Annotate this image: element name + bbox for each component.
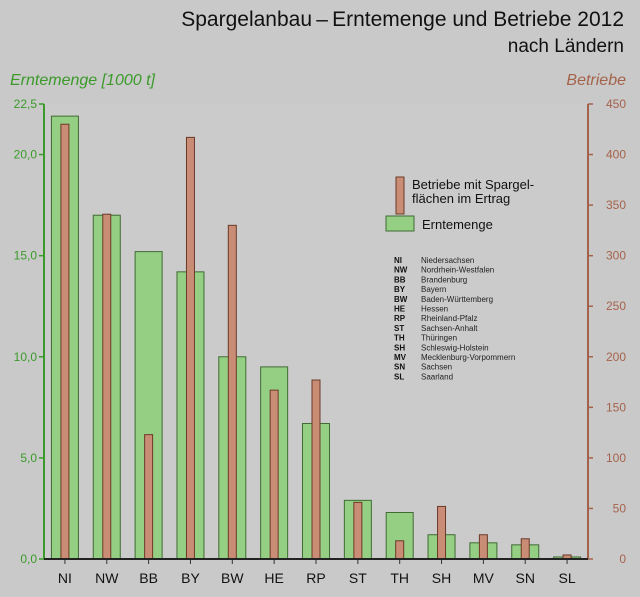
- abbrev-code: SN: [394, 363, 405, 372]
- legend-swatch-betriebe: [395, 176, 405, 215]
- y-right-tick-label: 100: [606, 451, 626, 465]
- y-axis-left-label: Erntemenge [1000 t]: [10, 72, 155, 89]
- abbrev-code: BB: [394, 275, 406, 284]
- y-right-tick-label: 350: [606, 198, 626, 212]
- abbrev-name: Brandenburg: [421, 275, 467, 284]
- bar-betriebe-st: [353, 501, 363, 560]
- x-tick-label-th: TH: [390, 570, 409, 586]
- abbrev-code: BY: [394, 285, 406, 294]
- bar-betriebe-bw: [227, 224, 237, 560]
- bar-betriebe-by: [185, 136, 195, 560]
- abbrev-code: HE: [394, 305, 406, 314]
- y-left-tick-label: 5,0: [20, 451, 37, 465]
- abbrev-code: TH: [394, 334, 405, 343]
- bar-betriebe-nw: [102, 213, 112, 560]
- abbrev-code: SH: [394, 343, 405, 352]
- y-right-tick-label: 300: [606, 249, 626, 263]
- y-right-tick-label: 450: [606, 97, 626, 111]
- abbrev-name: Bayern: [421, 285, 446, 294]
- y-right-tick-label: 0: [619, 552, 626, 566]
- abbrev-name: Sachsen-Anhalt: [421, 324, 478, 333]
- x-tick-label-mv: MV: [473, 570, 495, 586]
- abbrev-code: ST: [394, 324, 404, 333]
- chart-title: Spargelanbau – Erntemenge und Betriebe 2…: [181, 8, 624, 31]
- bar-betriebe-ni: [60, 123, 70, 560]
- y-right-tick-label: 400: [606, 148, 626, 162]
- legend-label-erntemenge: Erntemenge: [422, 217, 493, 232]
- abbrev-code: NW: [394, 266, 408, 275]
- x-tick-label-nw: NW: [95, 570, 119, 586]
- bar-betriebe-mv: [478, 534, 488, 560]
- legend-label-betriebe-line1: Betriebe mit Spargel-: [412, 177, 534, 192]
- abbrev-code: MV: [394, 353, 407, 362]
- abbrev-name: Schleswig-Holstein: [421, 343, 489, 352]
- abbrev-name: Sachsen: [421, 363, 452, 372]
- y-right-tick-label: 200: [606, 350, 626, 364]
- y-right-tick-label: 250: [606, 299, 626, 313]
- bar-betriebe-he: [269, 389, 279, 560]
- abbrev-name: Baden-Württemberg: [421, 295, 493, 304]
- bar-betriebe-sh: [437, 505, 447, 560]
- abbrev-code: SL: [394, 372, 404, 381]
- y-axis-right-label: Betriebe: [566, 72, 626, 89]
- abbrev-code: BW: [394, 295, 408, 304]
- bar-betriebe-th: [395, 540, 405, 560]
- x-tick-label-bb: BB: [139, 570, 158, 586]
- x-tick-label-st: ST: [349, 570, 367, 586]
- y-left-tick-label: 10,0: [14, 350, 38, 364]
- x-tick-label-sl: SL: [559, 570, 576, 586]
- bar-betriebe-bb: [144, 434, 154, 560]
- abbrev-name: Saarland: [421, 372, 453, 381]
- chart-subtitle: nach Ländern: [507, 36, 624, 57]
- y-right-tick-label: 50: [613, 501, 627, 515]
- y-left-tick-label: 20,0: [14, 148, 38, 162]
- abbrev-name: Thüringen: [421, 334, 457, 343]
- y-left-tick-label: 22,5: [14, 97, 38, 111]
- abbrev-name: Rheinland-Pfalz: [421, 314, 477, 323]
- legend-swatch-erntemenge: [385, 215, 415, 232]
- x-tick-label-bw: BW: [221, 570, 244, 586]
- y-right-tick-label: 150: [606, 400, 626, 414]
- abbrev-code: NI: [394, 256, 402, 265]
- x-tick-label-rp: RP: [306, 570, 325, 586]
- abbrev-name: Nordrhein-Westfalen: [421, 266, 494, 275]
- x-tick-label-ni: NI: [58, 570, 72, 586]
- y-left-tick-label: 15,0: [14, 249, 38, 263]
- x-tick-label-he: HE: [264, 570, 283, 586]
- legend-label-betriebe-line2: flächen im Ertrag: [412, 191, 510, 206]
- x-tick-label-by: BY: [181, 570, 200, 586]
- abbrev-code: RP: [394, 314, 406, 323]
- abbrev-name: Mecklenburg-Vorpommern: [421, 353, 515, 362]
- y-left-tick-label: 0,0: [20, 552, 37, 566]
- x-tick-label-sh: SH: [432, 570, 451, 586]
- bar-betriebe-rp: [311, 379, 321, 560]
- bar-betriebe-sn: [520, 538, 530, 560]
- x-tick-label-sn: SN: [516, 570, 535, 586]
- abbrev-name: Niedersachsen: [421, 256, 474, 265]
- abbrev-name: Hessen: [421, 305, 448, 314]
